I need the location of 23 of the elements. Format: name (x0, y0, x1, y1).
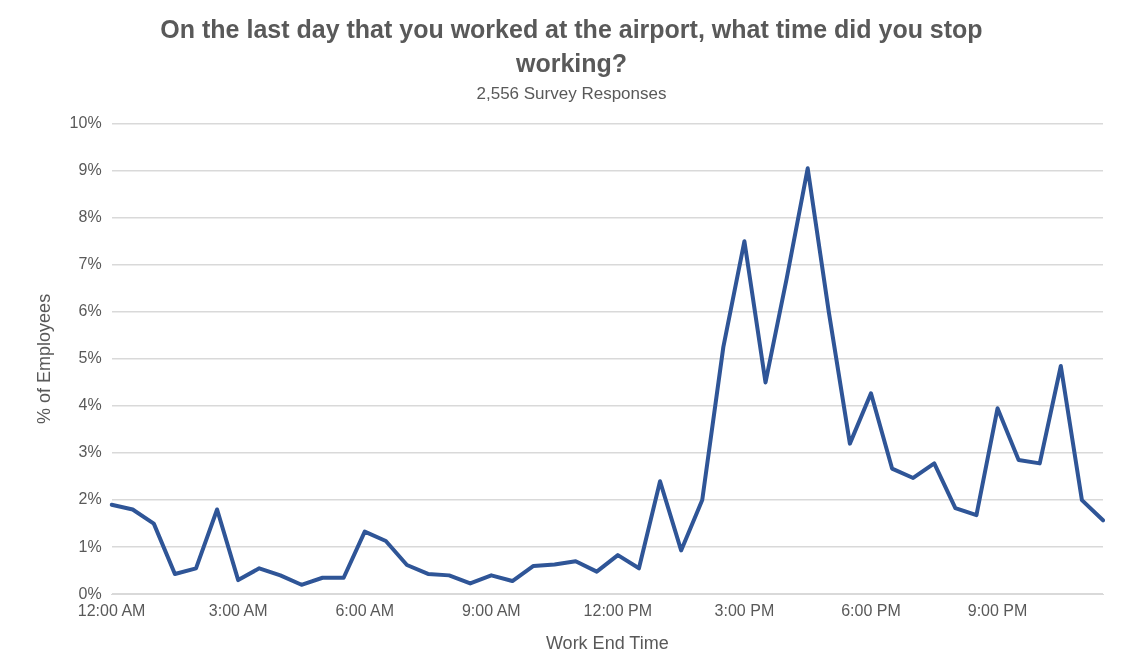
x-tick-label: 12:00 AM (77, 602, 146, 620)
y-tick-label: 1% (78, 537, 102, 555)
y-tick-label: 8% (78, 208, 102, 226)
y-tick-label: 2% (78, 490, 102, 508)
x-axis-title: Work End Time (545, 633, 669, 654)
y-tick-label: 6% (78, 302, 102, 320)
chart-title: On the last day that you worked at the airport, what time did you stop working? (159, 14, 984, 79)
y-tick-label: 9% (78, 161, 102, 179)
y-tick-label: 0% (78, 584, 102, 602)
x-tick-label: 3:00 PM (714, 602, 775, 620)
x-tick-label: 12:00 PM (583, 602, 653, 620)
x-tick-label: 3:00 AM (208, 602, 268, 620)
y-tick-label: 4% (78, 396, 102, 414)
x-tick-label: 9:00 PM (967, 602, 1028, 620)
x-tick-label: 6:00 AM (335, 602, 395, 620)
y-axis-title: % of Employees (33, 293, 54, 424)
chart-subtitle: 2,556 Survey Responses (475, 84, 668, 104)
y-tick-label: 3% (78, 443, 102, 461)
x-tick-label: 9:00 AM (461, 602, 521, 620)
y-tick-label: 5% (78, 349, 102, 367)
y-tick-label: 10% (69, 114, 102, 132)
y-tick-label: 7% (78, 255, 102, 273)
x-tick-label: 6:00 PM (841, 602, 901, 620)
